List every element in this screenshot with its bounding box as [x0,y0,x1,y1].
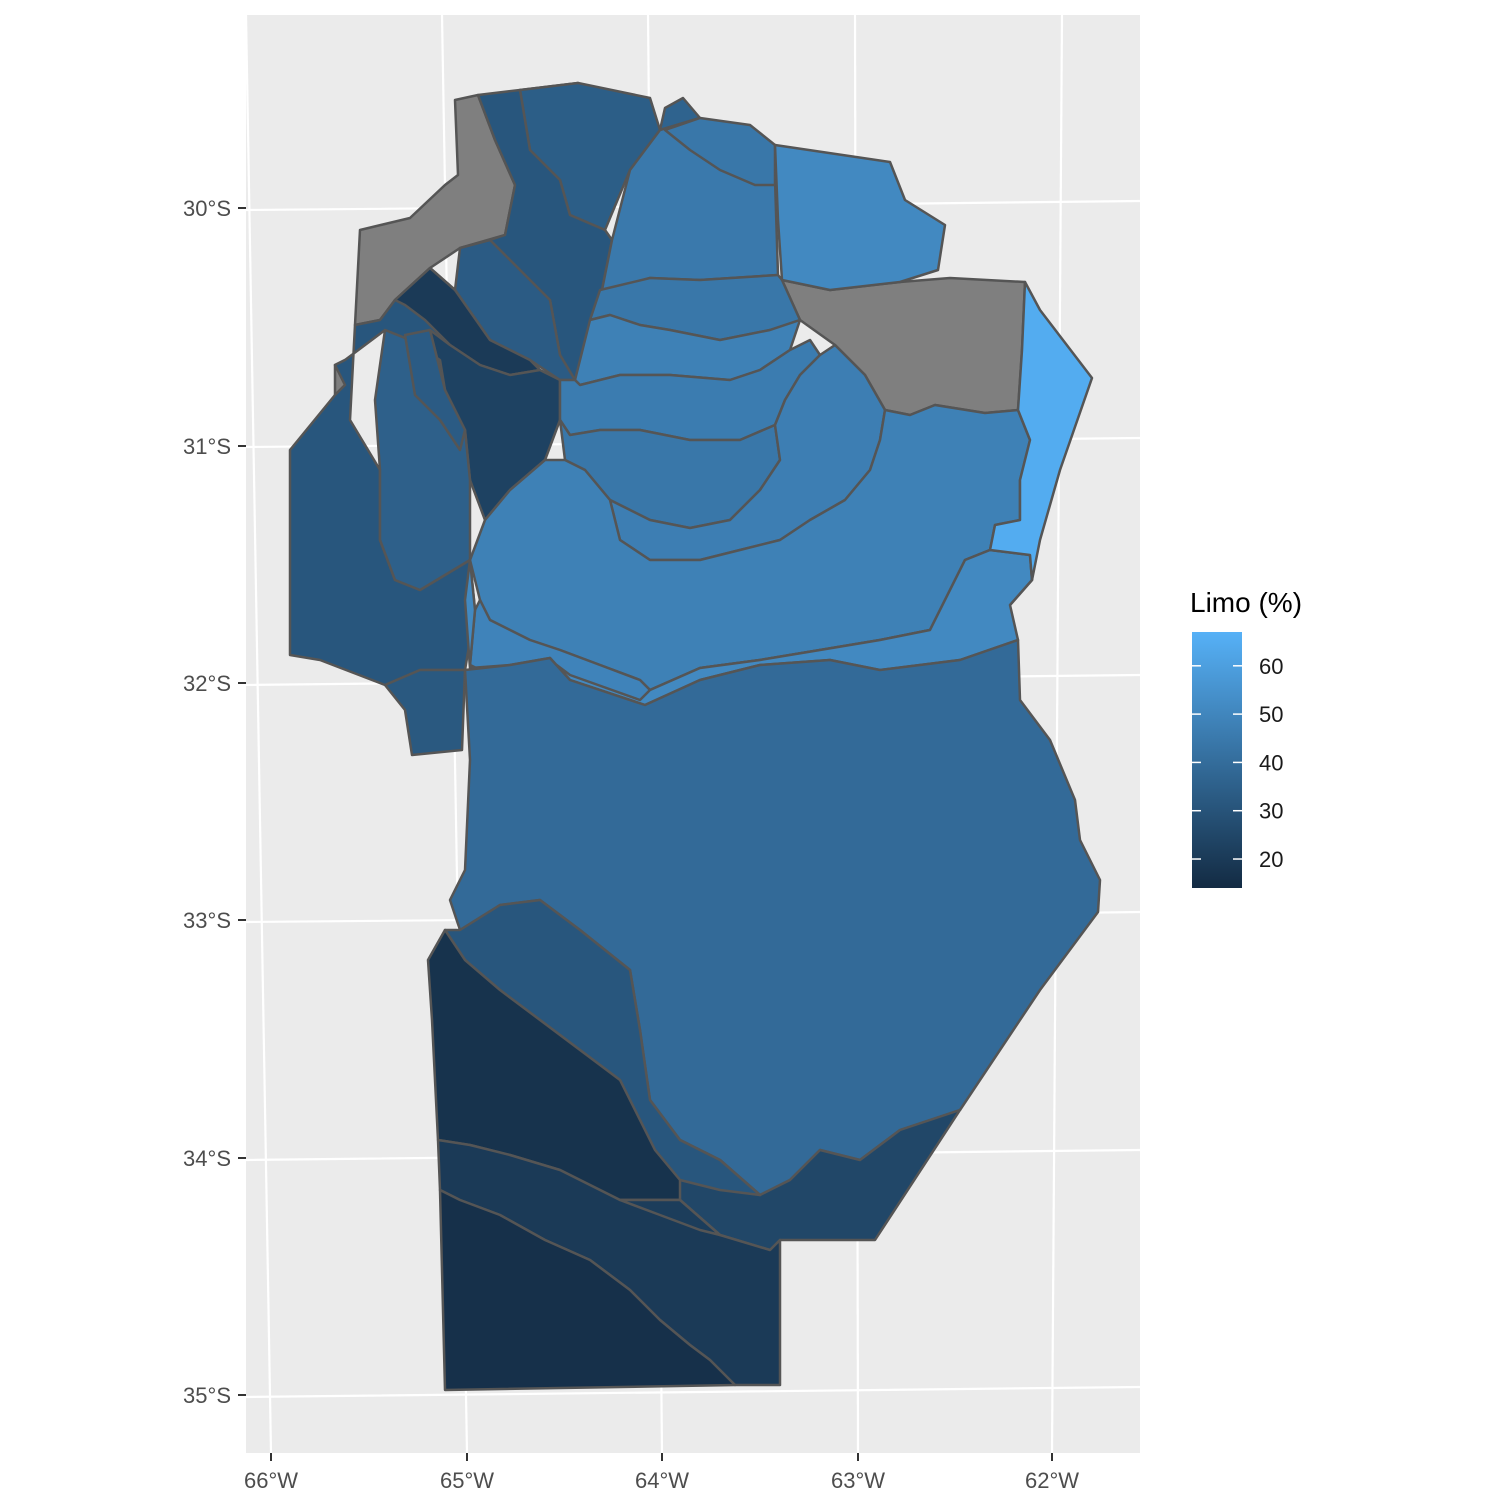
region-west-south [383,668,467,757]
gridline-35S [245,1385,1141,1399]
region-west-inner-2 [403,328,467,452]
legend-tick-label: 50 [1259,702,1283,727]
legend-tick-label: 60 [1259,654,1283,679]
legend: Limo (%) 20 30 40 50 60 [1190,587,1302,888]
y-axis: 30°S 31°S 32°S 33°S 34°S 35°S [183,196,246,1408]
legend-title: Limo (%) [1190,587,1302,618]
y-tick-label: 31°S [183,434,231,459]
legend-tick-label: 30 [1259,799,1283,824]
region-south-west-3 [438,1188,737,1392]
x-tick-label: 65°W [440,1468,494,1493]
legend-tick-label: 40 [1259,750,1283,775]
x-tick-label: 62°W [1025,1468,1079,1493]
y-tick-label: 35°S [183,1383,231,1408]
region-east-light [988,280,1094,582]
gridline-62W [1050,14,1064,1454]
y-tick-label: 30°S [183,196,231,221]
region-northeast [773,143,947,292]
legend-colorbar [1192,632,1242,888]
y-tick-label: 34°S [183,1146,231,1171]
x-tick-label: 63°W [831,1468,885,1493]
legend-tick-label: 20 [1259,847,1283,872]
x-tick-label: 64°W [635,1468,689,1493]
x-tick-label: 66°W [244,1468,298,1493]
gridline-66W [244,14,273,1454]
regions-layer [288,81,1102,1392]
x-axis: 66°W 65°W 64°W 63°W 62°W [244,1453,1079,1493]
y-tick-label: 32°S [183,671,231,696]
region-north-far [663,116,777,187]
legend-ticks: 20 30 40 50 60 [1192,654,1283,872]
region-south-mid [618,1198,722,1237]
y-tick-label: 33°S [183,908,231,933]
